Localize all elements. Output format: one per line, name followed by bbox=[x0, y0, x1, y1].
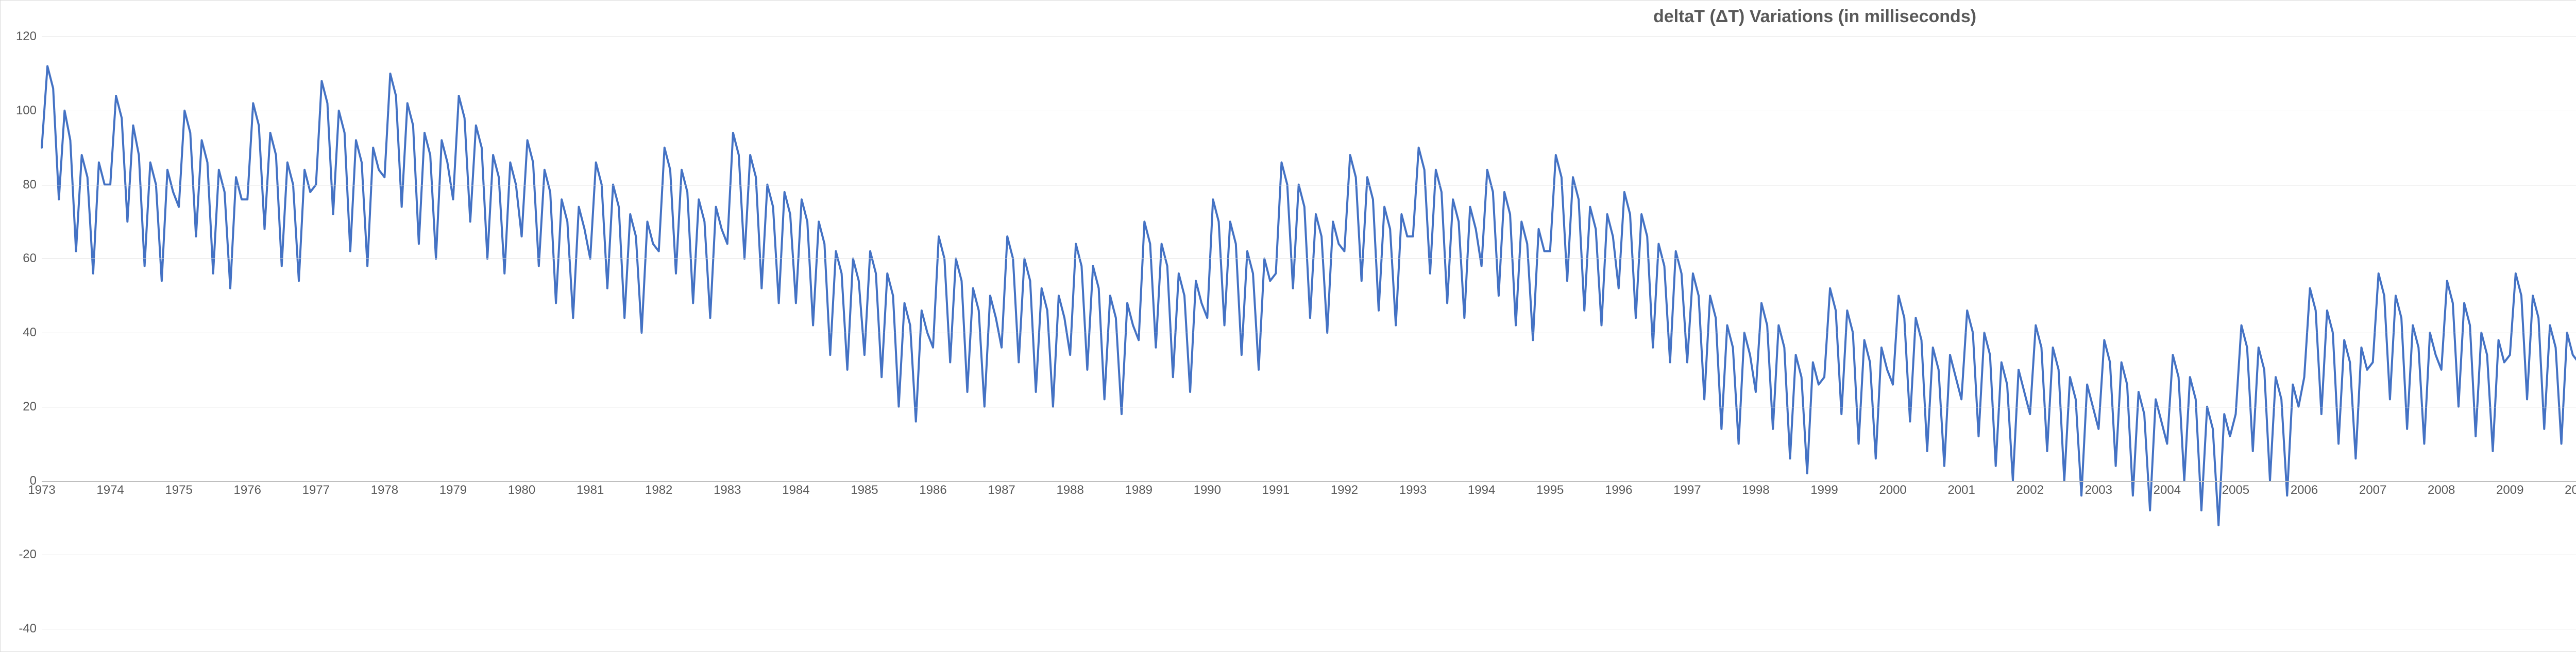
series-path bbox=[42, 66, 2576, 614]
x-tick-label: 1973 bbox=[28, 483, 55, 497]
x-tick-label: 2001 bbox=[1947, 483, 1975, 497]
x-tick-label: 1988 bbox=[1056, 483, 1083, 497]
x-tick-label: 1981 bbox=[577, 483, 604, 497]
x-tick-label: 1995 bbox=[1536, 483, 1564, 497]
y-tick-label: 40 bbox=[23, 325, 42, 340]
x-tick-label: 1996 bbox=[1605, 483, 1632, 497]
x-tick-label: 1979 bbox=[439, 483, 467, 497]
x-tick-label: 1985 bbox=[851, 483, 878, 497]
y-tick-label: 60 bbox=[23, 251, 42, 266]
x-tick-label: 1974 bbox=[96, 483, 124, 497]
x-tick-label: 2009 bbox=[2496, 483, 2523, 497]
chart-title: deltaT (ΔT) Variations (in milliseconds) bbox=[1, 7, 2576, 27]
x-tick-label: 1984 bbox=[782, 483, 809, 497]
x-tick-label: 1989 bbox=[1125, 483, 1153, 497]
x-tick-label: 2010 bbox=[2565, 483, 2576, 497]
x-tick-label: 1991 bbox=[1262, 483, 1290, 497]
x-tick-label: 2002 bbox=[2016, 483, 2044, 497]
x-tick-label: 2006 bbox=[2291, 483, 2318, 497]
x-tick-label: 2007 bbox=[2359, 483, 2386, 497]
x-tick-label: 1999 bbox=[1810, 483, 1838, 497]
x-tick-label: 1976 bbox=[234, 483, 261, 497]
y-tick-label: 20 bbox=[23, 400, 42, 414]
x-tick-label: 2000 bbox=[1879, 483, 1906, 497]
y-gridline bbox=[42, 481, 2576, 482]
plot-area: -40-200204060801001201973197419751976197… bbox=[42, 37, 2576, 629]
x-tick-label: 1994 bbox=[1468, 483, 1495, 497]
x-tick-label: 1993 bbox=[1399, 483, 1427, 497]
x-tick-label: 2004 bbox=[2154, 483, 2181, 497]
x-tick-label: 1975 bbox=[165, 483, 192, 497]
x-tick-label: 1997 bbox=[1673, 483, 1701, 497]
x-tick-label: 2003 bbox=[2085, 483, 2112, 497]
y-tick-label: 120 bbox=[16, 29, 42, 44]
x-tick-label: 1982 bbox=[645, 483, 672, 497]
chart-container: deltaT (ΔT) Variations (in milliseconds)… bbox=[0, 0, 2576, 652]
x-tick-label: 1992 bbox=[1331, 483, 1358, 497]
x-tick-label: 2008 bbox=[2428, 483, 2455, 497]
x-tick-label: 1978 bbox=[371, 483, 398, 497]
x-tick-label: 1990 bbox=[1194, 483, 1221, 497]
y-tick-label: 80 bbox=[23, 178, 42, 192]
y-tick-label: 100 bbox=[16, 104, 42, 118]
x-tick-label: 1977 bbox=[302, 483, 330, 497]
x-tick-label: 1998 bbox=[1742, 483, 1769, 497]
y-tick-label: -40 bbox=[19, 622, 42, 636]
y-tick-label: -20 bbox=[19, 547, 42, 562]
x-tick-label: 1986 bbox=[919, 483, 946, 497]
x-tick-label: 2005 bbox=[2222, 483, 2249, 497]
x-tick-label: 1987 bbox=[988, 483, 1015, 497]
x-tick-label: 1980 bbox=[508, 483, 535, 497]
x-tick-label: 1983 bbox=[714, 483, 741, 497]
